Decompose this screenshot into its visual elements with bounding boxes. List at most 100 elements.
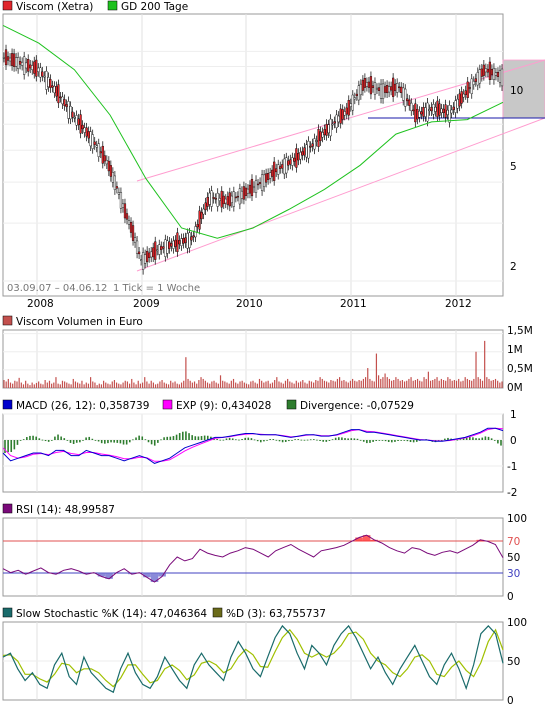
candle-body: [6, 56, 10, 61]
stoch-y-tick-100: 100: [507, 617, 527, 629]
volume-bar: [252, 380, 254, 388]
divergence-bar: [291, 439, 293, 441]
divergence-bar: [122, 440, 125, 445]
volume-bar: [490, 380, 492, 388]
volume-bar: [343, 380, 345, 388]
candle-body: [23, 56, 26, 75]
divergence-bar: [394, 440, 396, 442]
volume-bar: [163, 382, 165, 388]
divergence-bar: [447, 437, 449, 440]
candle-body: [371, 85, 375, 88]
divergence-bar: [359, 439, 362, 441]
divergence-bar: [200, 436, 203, 440]
divergence-bar: [356, 438, 359, 440]
volume-bar: [25, 380, 27, 388]
legend-swatch-volume: [2, 315, 13, 326]
volume-y-tick-0-5m: 0,5M: [507, 363, 533, 375]
candle-body: [29, 64, 32, 69]
candle-body: [53, 85, 56, 94]
volume-bar: [302, 380, 304, 388]
divergence-bar: [362, 440, 365, 442]
divergence-bar: [110, 440, 112, 443]
volume-bar: [61, 380, 64, 388]
volume-bar: [447, 377, 449, 388]
candle-body: [494, 72, 498, 76]
candle-body: [410, 102, 413, 111]
volume-bar: [230, 380, 232, 388]
volume-bar: [22, 384, 25, 388]
volume-bar: [345, 381, 347, 388]
candle-body: [289, 159, 292, 165]
candle-body: [121, 203, 125, 208]
candle-body: [347, 100, 350, 116]
volume-bar: [202, 378, 204, 388]
divergence-bar: [328, 440, 331, 441]
volume-bar: [189, 380, 191, 388]
candle-body: [214, 198, 217, 200]
volume-bar: [235, 382, 237, 388]
candle-body: [430, 106, 433, 112]
price-candles: [2, 44, 504, 275]
divergence-bar: [228, 437, 231, 440]
candle-body: [404, 88, 407, 107]
volume-bar: [416, 378, 419, 388]
volume-bar: [57, 383, 59, 388]
candle-body: [210, 190, 213, 207]
divergence-bar: [272, 439, 275, 440]
candle-body: [63, 99, 66, 106]
volume-bar: [14, 380, 16, 388]
divergence-bar: [493, 440, 496, 441]
volume-bar: [139, 383, 142, 388]
volume-bar: [191, 382, 193, 388]
volume-bar: [172, 382, 174, 388]
volume-bar: [94, 382, 96, 388]
candle-body: [478, 69, 481, 84]
legend-gd200-label: GD 200 Tage: [121, 1, 188, 13]
volume-bar: [90, 377, 92, 388]
candle-body: [432, 103, 435, 115]
volume-bar: [48, 380, 51, 388]
volume-bar: [232, 378, 235, 388]
price-y-tick-2: 2: [510, 261, 517, 273]
rsi-oversold-fill: [128, 572, 136, 575]
divergence-bar: [444, 438, 446, 440]
volume-bar: [148, 383, 150, 388]
candle-body: [333, 121, 336, 124]
candle-body: [500, 68, 504, 87]
volume-bar: [451, 380, 453, 388]
divergence-bar: [157, 440, 159, 443]
candle-body: [4, 49, 8, 66]
divergence-bar: [88, 436, 91, 440]
divergence-bar: [94, 440, 97, 441]
macd-y-tick-1: 1: [510, 409, 517, 421]
volume-bar: [150, 380, 152, 388]
candle-body: [256, 183, 260, 186]
candle-body: [37, 67, 40, 72]
volume-bar: [388, 378, 391, 388]
volume-bar: [339, 377, 341, 388]
legend-swatch-macd: [2, 399, 13, 410]
volume-bar: [421, 381, 423, 388]
candle-body: [113, 175, 116, 190]
volume-bar: [85, 382, 87, 388]
volume-bar: [267, 380, 269, 388]
divergence-bar: [325, 440, 328, 442]
volume-bar: [429, 380, 432, 388]
volume-bar: [397, 378, 399, 388]
candle-body: [61, 96, 64, 105]
stochastic-panel: Slow Stochastic %K (14): 47,046364 %D (3…: [2, 607, 527, 707]
candle-body: [178, 240, 181, 245]
divergence-bar: [107, 440, 109, 444]
volume-bar: [377, 375, 380, 388]
volume-bar: [440, 378, 442, 388]
volume-bar: [497, 380, 499, 388]
candle-body: [363, 78, 366, 88]
volume-bar: [284, 380, 287, 388]
rsi-extreme-fills: [21, 535, 485, 582]
candle-body: [43, 75, 46, 78]
volume-bar: [144, 377, 146, 388]
volume-bar: [403, 381, 406, 388]
candle-body: [279, 166, 282, 169]
divergence-bar: [387, 440, 390, 443]
gd200-line: [2, 24, 504, 239]
